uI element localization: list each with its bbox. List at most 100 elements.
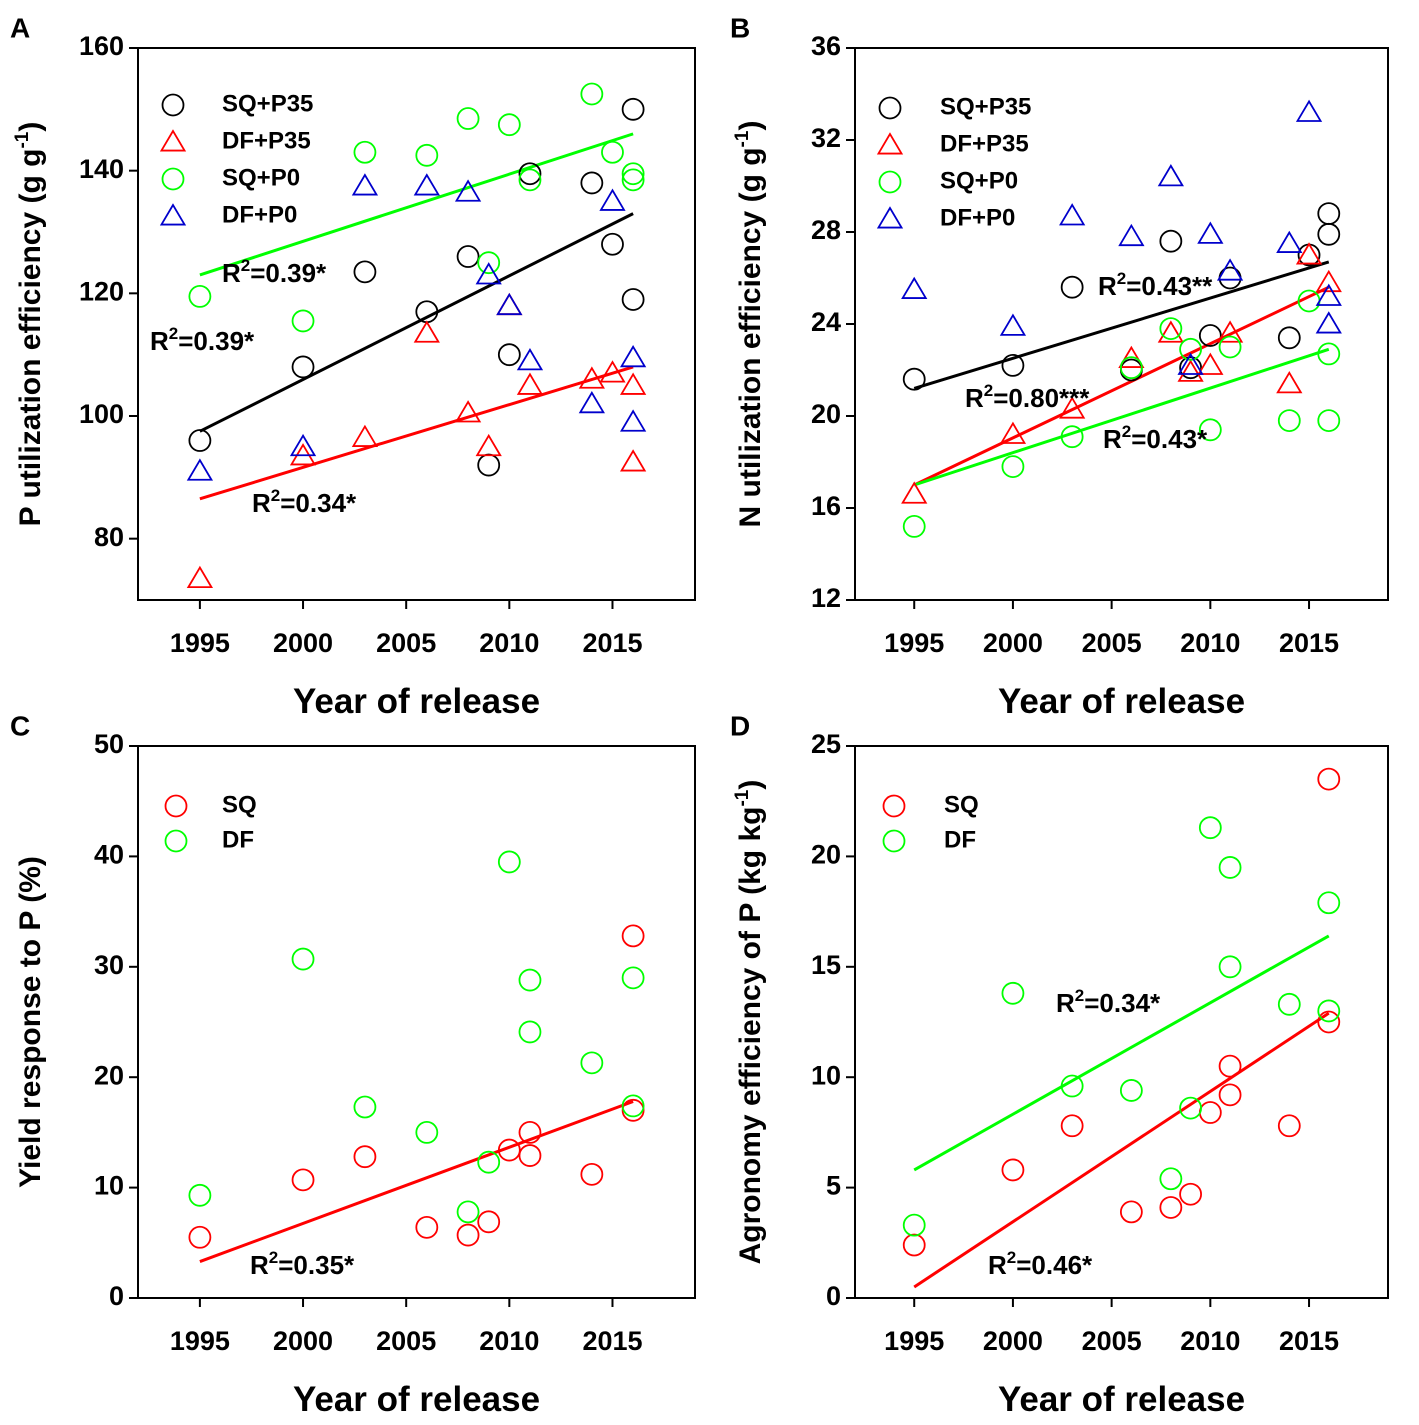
point-sq-p35 [1001,353,1025,377]
y-tick-label: 20 [811,840,841,870]
y-tick-label: 36 [811,31,841,61]
point-sq [621,924,645,948]
point-sq [1218,1083,1242,1107]
fit-line-df-p35 [199,365,634,501]
x-tick-label: 2010 [1180,628,1240,658]
legend-label: DF+P35 [222,127,311,154]
point-sq-p35 [497,343,521,367]
y-tick-label: 100 [79,399,124,429]
point-sq-p0 [902,515,926,538]
point-df-p0 [1295,99,1323,122]
point-df [353,1095,377,1119]
point-sq-p0 [1317,342,1341,366]
point-sq-p35 [291,355,315,379]
fit-line-df-p35 [913,285,1330,487]
point-sq-p35 [1179,356,1202,380]
r2-label-sq-p0: R2=0.43* [1103,422,1208,454]
point-sq-p35 [1159,229,1183,253]
point-df-p0 [901,276,928,299]
x-tick-label: 2005 [376,628,436,658]
point-sq-p0 [621,162,645,186]
point-sq-p35 [621,288,645,311]
point-sq [1317,767,1341,791]
y-tick-label: 5 [826,1171,841,1201]
panel-a: A 1995 2000 2005 2010 2015 80 100 120 140 160 Year … [10,12,696,721]
point-df-p35 [901,481,928,504]
y-tick-label: 10 [811,1060,841,1090]
point-df [518,1020,542,1044]
point-sq [518,1121,542,1144]
x-tick-label: 2015 [1279,1326,1339,1356]
fit-line-sq [913,1011,1330,1289]
point-df-p0 [516,348,544,371]
point-sq-p0 [1198,418,1222,442]
x-tick-label: 2005 [376,1326,436,1356]
point-sq [291,1168,315,1192]
x-tick-label: 2000 [273,1326,333,1356]
y-tick-label: 28 [811,215,841,245]
plot-frame [137,745,696,1299]
legend-label: SQ [944,791,979,818]
point-df-p0 [186,458,214,481]
point-df-p0 [1177,352,1204,375]
point-df-p35 [599,360,626,383]
fit-line-sq [199,1100,634,1263]
panel-letter: C [10,710,30,741]
y-tick-label: 20 [94,1060,124,1090]
point-df [415,1121,439,1144]
point-df-p0 [413,173,440,196]
legend-marker-df-p35 [876,132,904,155]
point-df-p35 [999,421,1027,444]
legend-label: DF [944,826,976,853]
legend-marker-sq-p35 [878,96,902,120]
point-sq-p35 [1317,222,1341,246]
r2-label-df-p35: R2=0.34* [252,486,357,518]
x-tick-label: 2000 [983,1326,1043,1356]
point-df [1159,1167,1183,1191]
panel-d: D 1995 2000 2005 2010 2015 0 5 10 15 20 25 Year of r… [730,710,1389,1419]
point-df-p35 [413,320,440,343]
legend-label: DF+P0 [222,201,297,228]
point-df-p35 [619,449,647,472]
point-sq-p0 [456,107,480,130]
point-df [1001,981,1025,1005]
y-tick-label: 0 [826,1281,841,1311]
point-sq-p0 [353,140,377,164]
point-df [621,966,645,990]
point-df-p35 [1216,320,1244,343]
point-sq-p0 [497,113,521,137]
point-df [621,1094,645,1118]
fit-line-sq-p35 [199,212,634,433]
point-df-p0 [1216,258,1244,281]
x-tick-label: 2010 [479,628,539,658]
point-sq [1218,1054,1242,1078]
x-tick-label: 2010 [479,1326,539,1356]
y-tick-label: 16 [811,491,841,521]
point-sq-p35 [1218,266,1242,290]
point-df [1198,816,1222,840]
point-df-p0 [496,292,523,316]
x-tick-label: 2005 [1082,628,1142,658]
point-sq-p35 [902,367,926,391]
x-tick-label: 1995 [170,628,230,658]
r2-label-sq: R2=0.35* [250,1248,355,1280]
point-sq-p0 [518,168,542,192]
y-axis-title: Yield response to P (%) [14,856,47,1188]
y-tick-label: 140 [79,154,124,184]
legend-marker-sq-p0 [878,170,902,194]
r2-label-sq-p0: R2=0.39* [150,324,255,356]
point-df-p35 [475,433,502,457]
point-df [518,968,542,992]
x-tick-label: 2005 [1082,1326,1142,1356]
point-sq-p0 [1218,335,1242,359]
point-df-p35 [1059,396,1086,419]
point-df-p0 [1315,311,1342,334]
point-df-p0 [454,179,482,202]
point-sq-p0 [601,140,624,164]
x-axis-title: Year of release [998,1380,1245,1419]
point-sq-p35 [456,245,480,268]
x-tick-label: 2010 [1180,1326,1240,1356]
point-sq [1179,1182,1202,1206]
point-sq-p35 [353,260,377,284]
point-sq-p0 [1277,409,1301,433]
